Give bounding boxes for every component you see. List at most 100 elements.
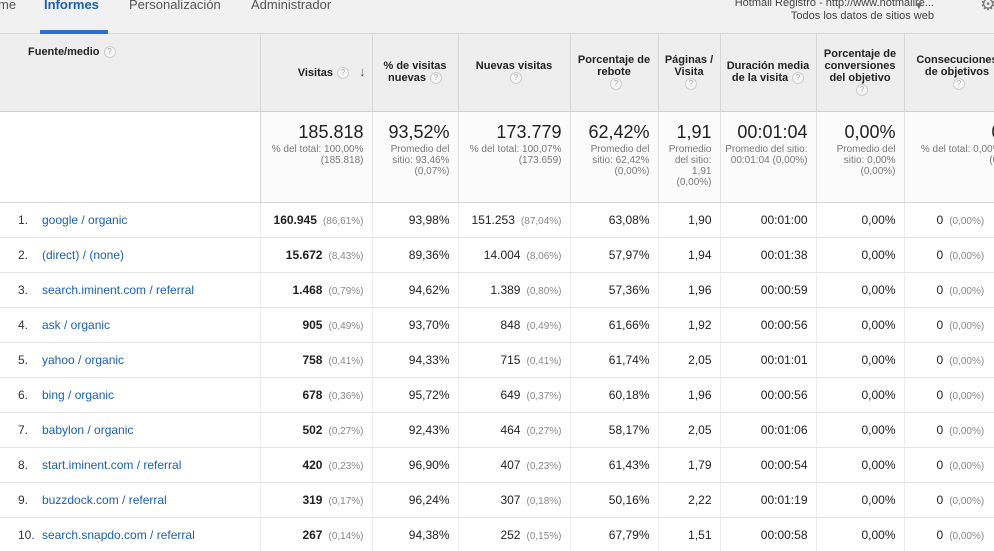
- help-icon[interactable]: ?: [510, 72, 522, 85]
- pages-cell: 1,96: [658, 377, 721, 413]
- visits-cell: 678 (0,36%): [260, 377, 373, 413]
- source-link[interactable]: babylon / organic: [42, 422, 134, 437]
- total-duration: 00:01:04 Promedio del sitio: 00:01:04 (0,…: [720, 111, 817, 203]
- visits-value: 420: [302, 457, 323, 472]
- duration-cell: 00:01:06: [720, 412, 817, 448]
- visits-pct: (0,23%): [328, 460, 364, 472]
- goals-pct: (0,00%): [949, 285, 985, 297]
- help-icon[interactable]: ?: [337, 66, 349, 79]
- help-icon[interactable]: ?: [856, 84, 868, 97]
- pct-new-cell: 89,36%: [372, 237, 459, 273]
- new-visits-cell: 14.004 (8,06%): [458, 237, 571, 273]
- help-icon[interactable]: ?: [610, 78, 622, 91]
- visits-value: 905: [302, 317, 323, 332]
- new-visits-pct: (0,37%): [526, 390, 562, 402]
- help-icon[interactable]: ?: [685, 78, 697, 91]
- visits-cell: 502 (0,27%): [260, 412, 373, 448]
- header-new-visits[interactable]: Nuevas visitas?: [458, 34, 571, 112]
- new-visits-value: 715: [500, 352, 521, 367]
- conv-cell: 0,00%: [816, 307, 905, 343]
- goals-value: 0: [936, 387, 944, 402]
- goals-cell: 0 (0,00%): [904, 377, 994, 413]
- source-link[interactable]: yahoo / organic: [42, 352, 125, 367]
- bounce-cell: 67,79%: [570, 517, 659, 551]
- header-visits[interactable]: Visitas? ↓: [260, 34, 373, 112]
- goals-pct: (0,00%): [949, 320, 985, 332]
- header-source[interactable]: Fuente/medio?: [0, 34, 261, 112]
- header-duration[interactable]: Duración media de la visita?: [720, 34, 817, 112]
- pages-cell: 1,94: [658, 237, 721, 273]
- table-row: 3. search.iminent.com / referral 1.468 (0,7…: [0, 272, 994, 308]
- visits-value: 267: [302, 527, 323, 542]
- new-visits-value: 649: [500, 387, 521, 402]
- goals-pct: (0,00%): [949, 460, 985, 472]
- gear-icon[interactable]: ⚙: [980, 0, 994, 14]
- header-conv[interactable]: Porcentaje de conversiones del objetivo?: [816, 34, 905, 112]
- goals-pct: (0,00%): [949, 215, 985, 227]
- help-icon[interactable]: ?: [792, 72, 805, 85]
- tab-administrador[interactable]: Administrador: [251, 0, 332, 12]
- goals-value: 0: [936, 282, 944, 297]
- new-visits-pct: (87,04%): [520, 215, 562, 227]
- dropdown-arrow-icon[interactable]: ▼: [914, 1, 924, 12]
- bounce-cell: 58,17%: [570, 412, 659, 448]
- table-row: 6. bing / organic 678 (0,36%) 95,72% 649 (0,37…: [0, 377, 994, 413]
- sort-desc-icon[interactable]: ↓: [359, 63, 366, 79]
- pct-new-cell: 95,72%: [372, 377, 459, 413]
- goals-value: 0: [936, 352, 944, 367]
- new-visits-cell: 151.253 (87,04%): [458, 202, 571, 238]
- visits-pct: (0,17%): [328, 495, 364, 507]
- pages-cell: 2,05: [658, 342, 721, 378]
- visits-cell: 160.945 (86,61%): [260, 202, 373, 238]
- new-visits-pct: (0,41%): [526, 355, 562, 367]
- source-link[interactable]: ask / organic: [42, 317, 111, 332]
- total-pages: 1,91 Promedio del sitio: 1,91 (0,00%): [658, 111, 721, 203]
- source-cell: 10. search.snapdo.com / referral: [0, 517, 261, 551]
- visits-cell: 758 (0,41%): [260, 342, 373, 378]
- source-link[interactable]: (direct) / (none): [42, 247, 125, 262]
- goals-value: 0: [936, 212, 944, 227]
- pct-new-cell: 92,43%: [372, 412, 459, 448]
- goals-pct: (0,00%): [949, 390, 985, 402]
- duration-cell: 00:00:59: [720, 272, 817, 308]
- bounce-cell: 50,16%: [570, 482, 659, 518]
- goals-pct: (0,00%): [949, 530, 985, 542]
- goals-value: 0: [936, 422, 944, 437]
- header-bounce[interactable]: Porcentaje de rebote?: [570, 34, 659, 112]
- new-visits-pct: (0,23%): [526, 460, 562, 472]
- source-link[interactable]: google / organic: [42, 212, 128, 227]
- total-goals: 0% del total: 0,00% (0): [904, 111, 994, 203]
- header-pct-new[interactable]: % de visitas nuevas?: [372, 34, 459, 112]
- visits-pct: (86,61%): [322, 215, 364, 227]
- source-link[interactable]: start.iminent.com / referral: [42, 457, 182, 472]
- new-visits-pct: (0,49%): [526, 320, 562, 332]
- tab-informes[interactable]: Informes: [44, 0, 99, 12]
- new-visits-pct: (8,06%): [526, 250, 562, 262]
- total-pct-new: 93,52% Promedio del sitio: 93,46% (0,07%): [372, 111, 459, 203]
- account-selector[interactable]: Hotmail Registro - http://www.hotmailre.…: [735, 0, 934, 23]
- active-tab-indicator: [40, 30, 108, 34]
- source-link[interactable]: search.snapdo.com / referral: [42, 527, 195, 542]
- source-link[interactable]: search.iminent.com / referral: [42, 282, 195, 297]
- visits-value: 160.945: [273, 212, 317, 227]
- account-view: Todos los datos de sitios web: [790, 10, 934, 22]
- goals-value: 0: [936, 247, 944, 262]
- help-icon[interactable]: ?: [103, 46, 116, 59]
- pages-cell: 1,90: [658, 202, 721, 238]
- bounce-cell: 61,43%: [570, 447, 659, 483]
- source-cell: 6. bing / organic: [0, 377, 261, 413]
- visits-value: 678: [302, 387, 323, 402]
- help-icon[interactable]: ?: [429, 72, 442, 85]
- source-link[interactable]: bing / organic: [42, 387, 115, 402]
- tab-personalizacion[interactable]: Personalización: [129, 0, 221, 12]
- header-pages[interactable]: Páginas / Visita?: [658, 34, 721, 112]
- header-goals[interactable]: Consecuciones de objetivos?: [904, 34, 994, 112]
- tab-home[interactable]: me: [0, 0, 17, 12]
- conv-cell: 0,00%: [816, 482, 905, 518]
- top-nav: me Informes Personalización Administrado…: [0, 0, 994, 34]
- table-row: 10. search.snapdo.com / referral 267 (0,14%…: [0, 517, 994, 551]
- duration-cell: 00:00:58: [720, 517, 817, 551]
- duration-cell: 00:00:54: [720, 447, 817, 483]
- help-icon[interactable]: ?: [953, 78, 965, 91]
- source-link[interactable]: buzzdock.com / referral: [42, 492, 167, 507]
